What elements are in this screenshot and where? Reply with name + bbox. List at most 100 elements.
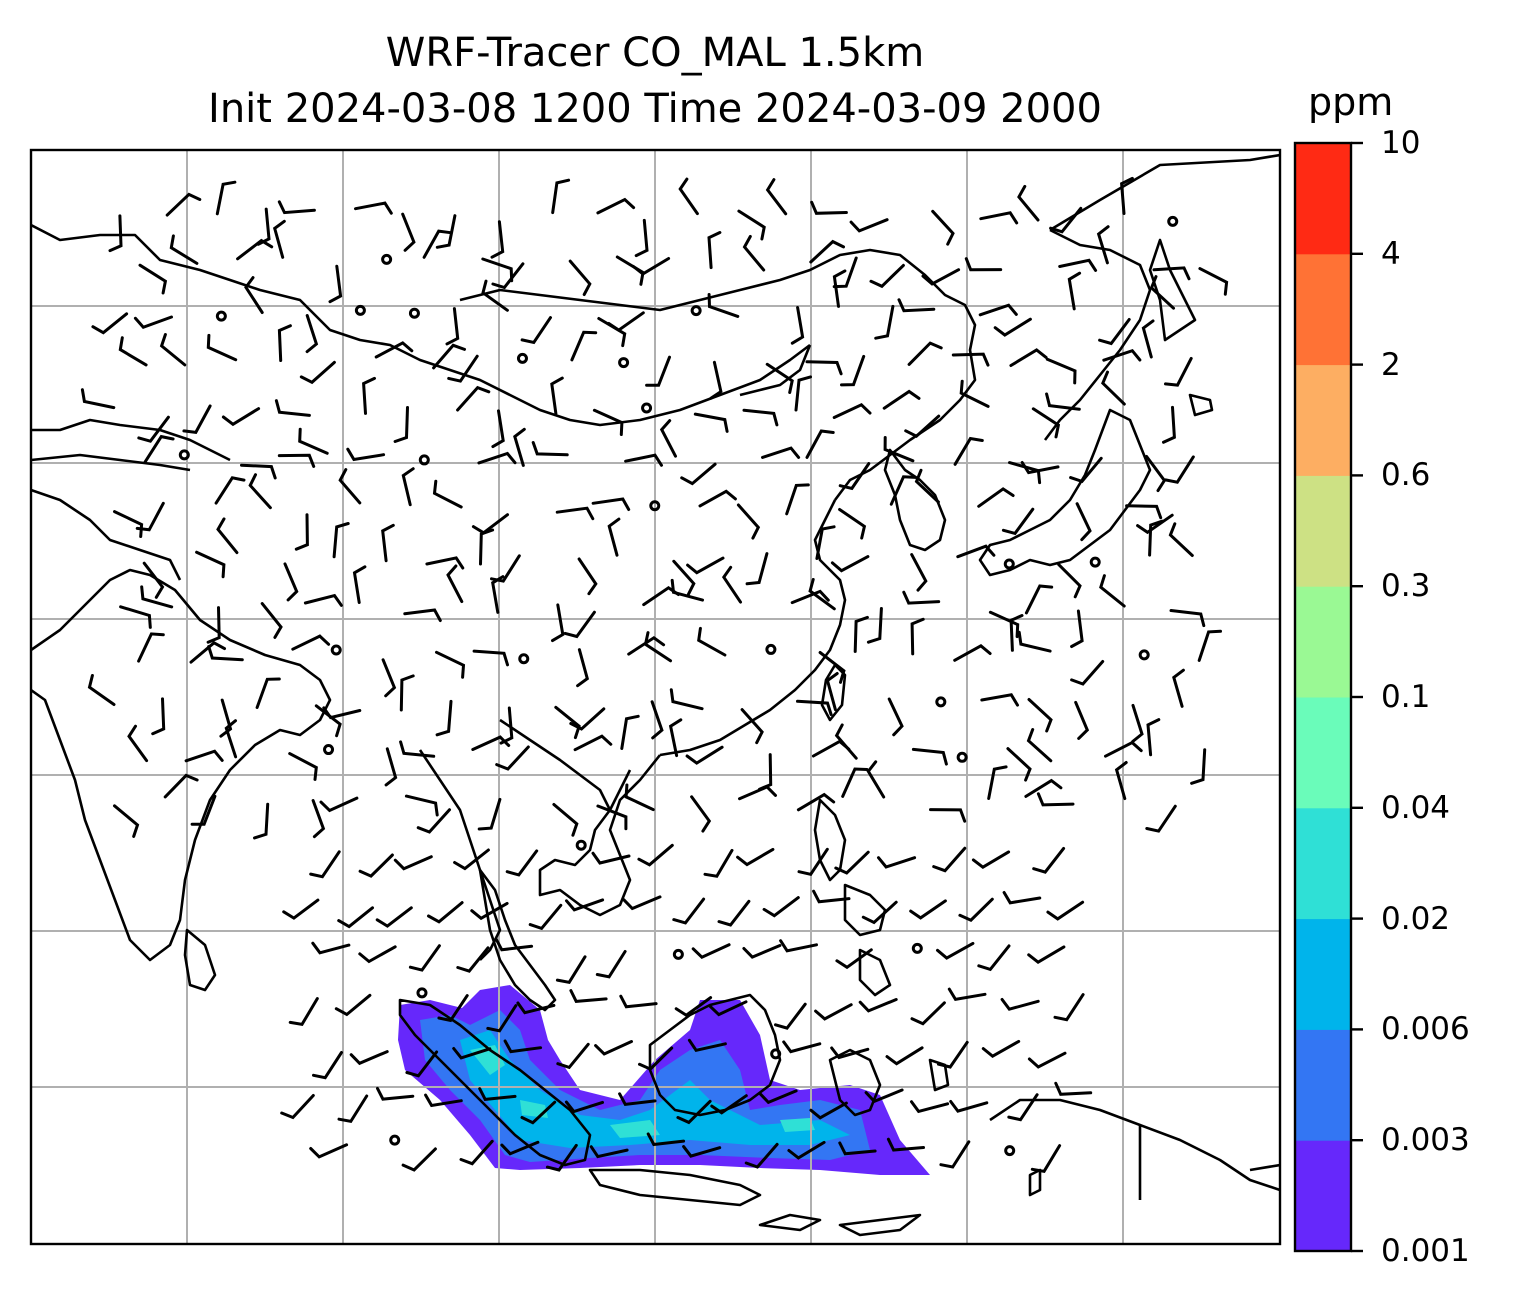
wind-barb — [971, 850, 1011, 870]
wind-barb — [422, 229, 453, 259]
wind-barb — [740, 708, 764, 745]
wind-barb — [255, 677, 281, 709]
wind-barb — [745, 552, 769, 586]
wind-barb — [288, 752, 318, 781]
wind-barb — [1096, 225, 1110, 265]
wind-barb — [1168, 522, 1194, 557]
wind-barb — [374, 341, 414, 359]
wind-barb — [809, 1101, 848, 1120]
wind-barb — [866, 760, 886, 799]
wind-barb — [596, 804, 628, 831]
wind-barb — [1027, 945, 1066, 965]
calm-wind-marker — [1004, 1145, 1016, 1157]
wind-barb — [1070, 660, 1105, 686]
wind-barb — [224, 719, 238, 759]
wind-barb — [551, 603, 565, 643]
wind-barb — [453, 848, 490, 871]
wind-barb — [272, 219, 286, 259]
wind-barb — [346, 447, 386, 462]
wind-barb — [108, 214, 123, 253]
wind-barb — [672, 897, 706, 925]
wind-barb — [1152, 266, 1191, 281]
wind-barb — [646, 1132, 686, 1147]
wind-barb — [674, 996, 713, 1018]
wind-barb — [555, 955, 587, 984]
wind-barb — [910, 617, 925, 656]
wind-barb — [589, 1145, 629, 1159]
graticule — [31, 150, 1280, 1244]
wind-barb — [977, 487, 1015, 508]
wind-barb — [686, 556, 725, 575]
wind-barb — [958, 897, 994, 922]
wind-barb — [882, 389, 921, 410]
wind-barb — [1017, 184, 1040, 222]
wind-barb — [1162, 405, 1176, 444]
wind-barb — [479, 528, 495, 566]
wind-barb — [887, 697, 904, 737]
wind-barb — [825, 672, 839, 712]
wind-barb — [349, 1050, 389, 1066]
wind-barb — [947, 987, 987, 1002]
wind-barb — [362, 376, 376, 415]
wind-barb — [864, 1088, 904, 1104]
wind-barb — [491, 262, 525, 290]
wind-barb — [334, 993, 372, 1017]
wind-barb — [127, 724, 149, 763]
wind-barb — [796, 699, 833, 716]
wind-barb — [376, 1086, 415, 1101]
wind-barb — [206, 606, 221, 644]
wind-barb — [405, 1050, 439, 1078]
colorbar-segment — [1295, 143, 1351, 255]
wind-barb — [1027, 1051, 1067, 1069]
wind-barb — [1024, 778, 1063, 798]
wind-barb — [707, 293, 740, 318]
wind-barb — [294, 513, 309, 551]
wind-barb — [472, 649, 509, 667]
wind-barb — [805, 429, 835, 459]
wind-barb — [280, 1094, 315, 1120]
wind-barb — [552, 803, 579, 837]
wind-barb — [949, 1100, 989, 1113]
wind-barb — [1164, 455, 1195, 484]
calm-wind-marker — [354, 304, 366, 316]
wind-barb — [432, 479, 463, 509]
wind-barb — [939, 1140, 971, 1169]
wind-barb — [907, 341, 943, 366]
wind-barb — [1131, 703, 1144, 743]
wind-barb — [886, 1137, 925, 1152]
wind-barb — [1026, 728, 1053, 763]
wind-barb — [189, 640, 226, 664]
wind-barb — [643, 631, 672, 663]
wind-barb — [1067, 271, 1082, 311]
wind-barb — [303, 593, 343, 607]
wind-barb — [853, 615, 869, 653]
wind-barb — [516, 1001, 556, 1015]
wind-barb — [659, 419, 677, 458]
wind-barb — [570, 330, 598, 362]
wind-barb — [1102, 348, 1142, 362]
wind-barb — [618, 1092, 657, 1107]
wind-barb — [277, 453, 316, 468]
wind-barb — [874, 304, 895, 340]
wind-barb — [672, 559, 696, 596]
wind-barb — [953, 643, 992, 662]
wind-barb — [113, 804, 140, 838]
wind-barb — [1069, 456, 1103, 484]
colorbar-segment — [1295, 586, 1351, 698]
wind-barb — [135, 501, 165, 532]
wind-barb — [914, 468, 940, 504]
wind-barb — [381, 523, 395, 563]
wind-barb — [437, 994, 469, 1023]
wind-barb — [774, 1002, 807, 1030]
wind-barb — [491, 575, 505, 614]
wind-barb — [311, 799, 326, 839]
wind-barb — [1045, 357, 1077, 385]
wind-barb — [910, 1100, 950, 1114]
wind-barb — [690, 795, 712, 833]
wind-barb — [471, 735, 511, 751]
colorbar-tick-label: 0.003 — [1381, 1122, 1470, 1159]
wind-barb — [762, 896, 800, 918]
wind-barb — [838, 508, 867, 540]
wind-barb — [332, 522, 350, 559]
wind-barb — [393, 855, 433, 871]
